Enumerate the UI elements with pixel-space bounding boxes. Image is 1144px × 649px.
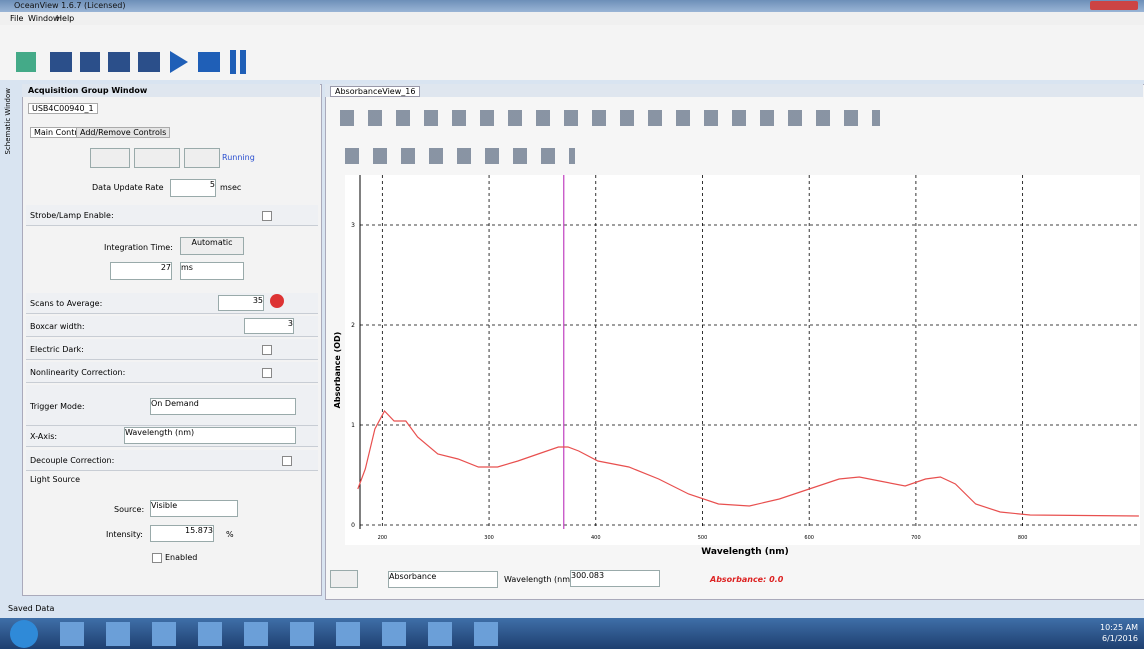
- y-tick-label: 2: [351, 322, 355, 329]
- x-tick-label: 500: [698, 535, 708, 541]
- screen: OceanView 1.6.7 (Licensed) File Window H…: [0, 0, 1144, 649]
- y-tick-label: 3: [351, 222, 355, 229]
- x-tick-label: 400: [591, 535, 601, 541]
- chart: 0 1 2 3 200 300 400 500 600 700 800 Wavelength (nm)…: [0, 0, 1144, 649]
- x-tick-label: 700: [911, 535, 921, 541]
- x-axis-label: Wavelength (nm): [701, 547, 789, 557]
- x-tick-label: 300: [484, 535, 494, 541]
- y-axis-label: Absorbance (OD): [333, 332, 342, 409]
- x-tick-label: 200: [378, 535, 388, 541]
- x-tick-label: 800: [1018, 535, 1028, 541]
- x-tick-label: 600: [804, 535, 814, 541]
- spectrum-line: [358, 411, 1139, 516]
- y-tick-label: 0: [351, 522, 355, 529]
- y-tick-label: 1: [351, 422, 355, 429]
